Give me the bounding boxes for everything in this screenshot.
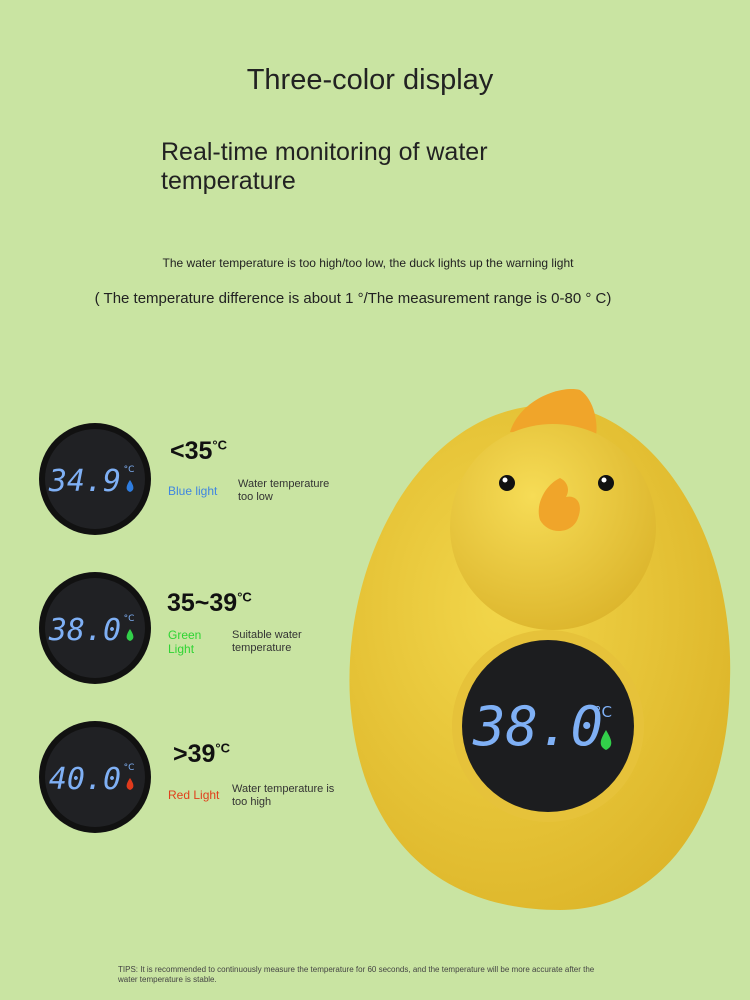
row-display-unit: °C (124, 614, 135, 624)
range: >39°C (173, 740, 230, 769)
range: 35~39°C (167, 589, 252, 618)
row-icons: 34.9 °C 38.0 °C 40.0 °C (39, 423, 151, 833)
tips: TIPS: It is recommended to continuously … (118, 965, 595, 984)
light: Red Light (168, 788, 220, 802)
row-display: 38.0 (48, 613, 121, 648)
display (45, 578, 145, 678)
description: Suitable water temperature (232, 629, 302, 654)
range-unit: °C (237, 589, 252, 605)
range-unit: °C (215, 740, 231, 756)
range-value: >39 (173, 740, 216, 768)
display (45, 727, 145, 827)
range-unit: °C (212, 437, 228, 453)
description: Water temperature is too high (232, 783, 335, 808)
note: The water temperature is too high/too lo… (162, 256, 574, 270)
range: <35°C (170, 437, 227, 466)
duck-display-unit: °C (594, 703, 612, 721)
display (45, 429, 145, 529)
duck-display: 38.0 (472, 695, 603, 758)
subtitle: Real-time monitoring of water temperatur… (161, 138, 488, 195)
range-value: 35~39 (167, 589, 238, 617)
title: Three-color display (246, 64, 494, 96)
range-value: <35 (170, 437, 213, 465)
light: Green Light (168, 628, 202, 656)
row-display: 34.9 (48, 464, 121, 499)
row-display-unit: °C (124, 465, 135, 475)
row-display-unit: °C (124, 763, 135, 773)
description: Water temperature too low (238, 478, 330, 503)
duck: 38.0 °C (349, 389, 731, 910)
light: Blue light (168, 484, 218, 498)
row-display: 40.0 (49, 762, 121, 797)
range-note: ( The temperature difference is about 1 … (94, 290, 612, 307)
